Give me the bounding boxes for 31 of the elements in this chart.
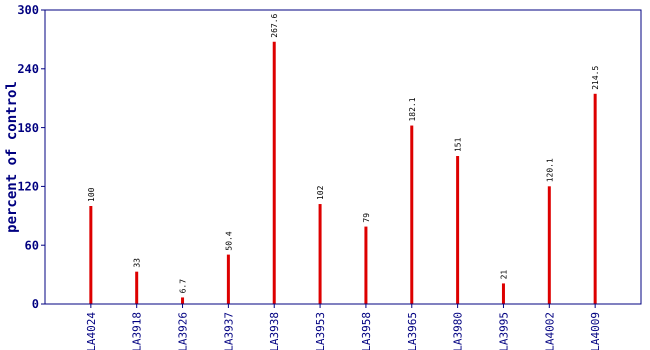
data-label: 50.4 [224,231,234,251]
data-label: 79 [362,212,371,223]
bar [502,283,505,304]
bar [89,206,92,304]
y-tick-label: 240 [17,62,39,76]
y-tick-label: 180 [17,120,39,135]
data-label: 182.1 [408,97,417,122]
y-tick-label: 300 [17,3,39,18]
bar [364,226,368,304]
bar [318,204,322,304]
data-label: 151 [454,137,463,152]
y-tick-label: 60 [24,238,39,252]
y-axis-title: percent of control [4,81,20,233]
data-label: 214.5 [591,66,600,90]
bar [226,254,230,304]
data-label: 100 [86,187,96,202]
bar [135,272,138,304]
data-label: 21 [499,270,508,280]
bar [594,94,597,304]
bar [272,42,276,304]
data-label: 120.1 [545,158,554,182]
bar [456,156,460,304]
y-tick-label: 120 [17,180,39,194]
bar [548,186,551,304]
data-label: 33 [132,258,142,268]
bar [181,297,184,304]
data-label: 267.6 [270,13,280,38]
data-label: 6.7 [178,278,188,294]
bar [410,126,414,304]
y-tick-label: 0 [32,297,39,312]
data-label: 102 [316,185,326,200]
